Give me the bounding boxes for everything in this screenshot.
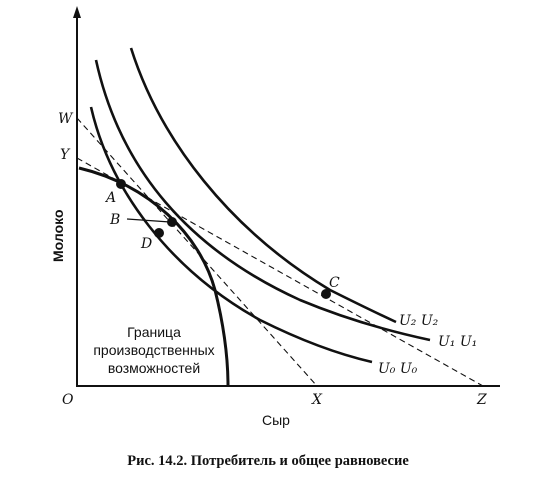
axis-label-origin: O [62,392,74,408]
price-lines [76,117,484,387]
point-c-marker [321,289,331,299]
axis-label-z: Z [476,392,487,408]
indifference-curve-u0 [89,106,373,364]
point-d-label: D [140,236,152,252]
curve-label-u2: U₂ U₂ [399,313,439,329]
indifference-curves [89,47,431,364]
frontier-label-line-1: Граница [127,324,181,340]
b-pointer-line [126,218,171,223]
point-a-label: A [104,190,116,206]
frontier-label: Граница производственных возможностей [93,324,214,376]
indifference-curve-u1 [94,59,431,342]
curve-label-u1: U₁ U₁ [438,334,477,350]
point-c-label: C [329,275,340,291]
indifference-curve-u2 [129,47,397,324]
production-frontier-curve [78,166,230,387]
point-b-label: B [109,212,120,228]
axis-label-y: Y [60,147,71,163]
frontier-label-line-2: производственных [93,342,214,358]
frontier-label-line-3: возможностей [108,360,200,376]
y-axis-arrow [73,6,81,18]
points [116,179,331,299]
figure-caption: Рис. 14.2. Потребитель и общее равновеси… [127,453,409,469]
axis-label-x: X [311,392,323,408]
x-axis-title: Сыр [262,412,290,428]
price-line-yz [76,157,484,387]
point-d-marker [154,228,164,238]
point-b-marker [167,217,177,227]
point-a-marker [116,179,126,189]
axes [73,6,500,387]
curve-label-u0: U₀ U₀ [378,361,418,377]
axis-label-w: W [58,111,74,127]
y-axis-title: Молоко [50,210,66,263]
